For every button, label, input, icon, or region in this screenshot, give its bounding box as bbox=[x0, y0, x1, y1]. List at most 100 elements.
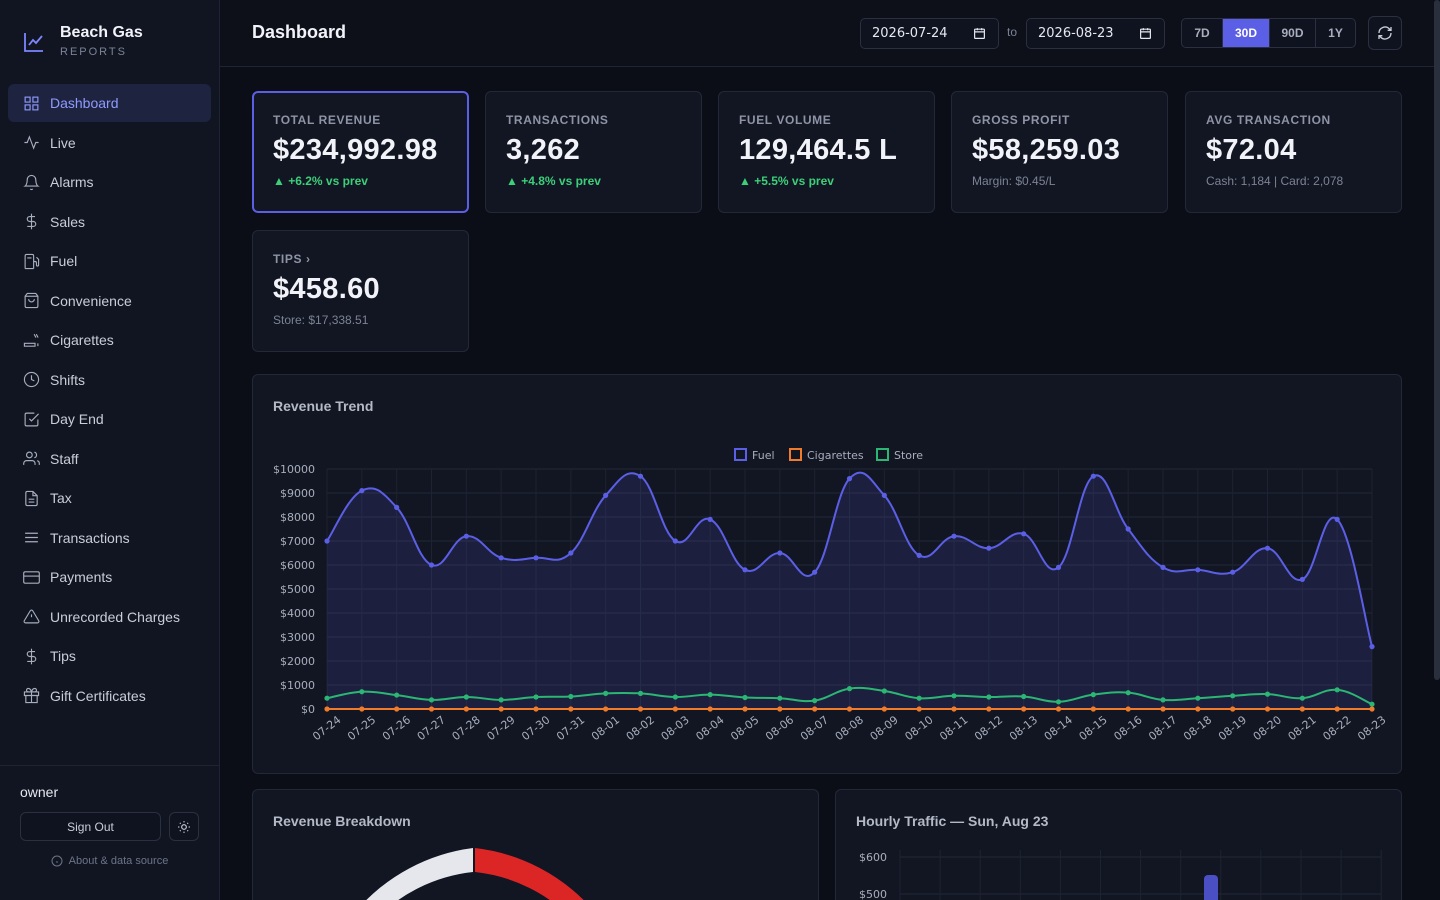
data-point-fuel[interactable] bbox=[568, 550, 574, 556]
data-point-fuel[interactable] bbox=[1264, 545, 1271, 551]
data-point-cigarettes[interactable] bbox=[1299, 706, 1305, 712]
data-point-cigarettes[interactable] bbox=[1195, 706, 1201, 712]
data-point-fuel[interactable] bbox=[1160, 564, 1166, 570]
kpi-card-avg-transaction[interactable]: AVG TRANSACTION $72.04 Cash: 1,184 | Card:… bbox=[1185, 91, 1402, 213]
range-button-7d[interactable]: 7D bbox=[1194, 26, 1210, 40]
data-point-store[interactable] bbox=[742, 694, 748, 701]
sidebar-item-day-end[interactable]: Day End bbox=[8, 400, 211, 438]
sidebar-item-fuel[interactable]: Fuel bbox=[8, 242, 211, 280]
sidebar-item-sales[interactable]: Sales bbox=[8, 203, 211, 241]
data-point-fuel[interactable] bbox=[986, 545, 992, 551]
data-point-cigarettes[interactable] bbox=[1055, 706, 1062, 712]
hourly-bar[interactable] bbox=[1204, 875, 1218, 900]
data-point-cigarettes[interactable] bbox=[1264, 706, 1271, 712]
data-point-fuel[interactable] bbox=[1369, 644, 1375, 650]
data-point-store[interactable] bbox=[1090, 692, 1096, 698]
sign-out-button[interactable]: Sign Out bbox=[20, 812, 161, 841]
data-point-store[interactable] bbox=[672, 694, 678, 700]
data-point-cigarettes[interactable] bbox=[463, 706, 469, 712]
about-link[interactable]: About & data source bbox=[20, 855, 199, 867]
sidebar-item-live[interactable]: Live bbox=[8, 124, 211, 162]
data-point-store[interactable] bbox=[986, 694, 992, 700]
data-point-fuel[interactable] bbox=[742, 567, 748, 573]
sidebar-item-unrecorded-charges[interactable]: Unrecorded Charges bbox=[8, 598, 211, 636]
data-point-fuel[interactable] bbox=[916, 552, 922, 558]
data-point-cigarettes[interactable] bbox=[498, 706, 504, 712]
data-point-store[interactable] bbox=[1055, 699, 1062, 705]
sidebar-item-gift-certificates[interactable]: Gift Certificates bbox=[8, 677, 211, 715]
sidebar-item-transactions[interactable]: Transactions bbox=[8, 519, 211, 557]
date-from-input[interactable]: 2026-07-24 bbox=[860, 18, 999, 49]
kpi-card-transactions[interactable]: TRANSACTIONS 3,262 ▲ +4.8% vs prev bbox=[485, 91, 702, 213]
data-point-store[interactable] bbox=[359, 689, 365, 695]
data-point-store[interactable] bbox=[1299, 695, 1305, 701]
data-point-store[interactable] bbox=[533, 694, 539, 700]
sidebar-item-dashboard[interactable]: Dashboard bbox=[8, 84, 211, 122]
theme-toggle-button[interactable] bbox=[169, 812, 199, 841]
data-point-cigarettes[interactable] bbox=[812, 706, 818, 712]
data-point-cigarettes[interactable] bbox=[603, 706, 609, 712]
data-point-cigarettes[interactable] bbox=[881, 706, 887, 712]
data-point-fuel[interactable] bbox=[1230, 569, 1236, 575]
sidebar-item-alarms[interactable]: Alarms bbox=[8, 163, 211, 201]
data-point-fuel[interactable] bbox=[1055, 564, 1062, 570]
data-point-fuel[interactable] bbox=[812, 569, 818, 575]
legend-swatch-store[interactable] bbox=[876, 448, 889, 461]
data-point-cigarettes[interactable] bbox=[428, 706, 435, 712]
data-point-cigarettes[interactable] bbox=[1160, 706, 1166, 712]
data-point-cigarettes[interactable] bbox=[986, 706, 992, 712]
data-point-cigarettes[interactable] bbox=[1090, 706, 1096, 712]
data-point-store[interactable] bbox=[846, 686, 853, 692]
data-point-store[interactable] bbox=[916, 695, 922, 701]
data-point-store[interactable] bbox=[568, 693, 574, 700]
kpi-card-fuel-volume[interactable]: FUEL VOLUME 129,464.5 L ▲ +5.5% vs prev bbox=[718, 91, 935, 213]
data-point-store[interactable] bbox=[1160, 697, 1166, 703]
data-point-cigarettes[interactable] bbox=[533, 706, 539, 712]
data-point-fuel[interactable] bbox=[463, 533, 469, 539]
data-point-cigarettes[interactable] bbox=[394, 706, 400, 712]
data-point-store[interactable] bbox=[498, 697, 504, 703]
page-scrollbar[interactable] bbox=[1434, 0, 1440, 680]
legend-label-cigarettes[interactable]: Cigarettes bbox=[807, 449, 864, 462]
data-point-store[interactable] bbox=[707, 692, 713, 698]
data-point-cigarettes[interactable] bbox=[846, 706, 853, 712]
kpi-card-total-revenue[interactable]: TOTAL REVENUE $234,992.98 ▲ +6.2% vs prev bbox=[252, 91, 469, 213]
data-point-fuel[interactable] bbox=[359, 488, 365, 494]
data-point-store[interactable] bbox=[951, 693, 957, 699]
data-point-fuel[interactable] bbox=[1125, 526, 1131, 532]
data-point-store[interactable] bbox=[1334, 687, 1340, 693]
data-point-store[interactable] bbox=[1230, 693, 1236, 699]
data-point-store[interactable] bbox=[428, 697, 435, 703]
sidebar-item-convenience[interactable]: Convenience bbox=[8, 282, 211, 320]
data-point-fuel[interactable] bbox=[846, 476, 853, 482]
data-point-fuel[interactable] bbox=[1090, 473, 1096, 479]
sidebar-item-tax[interactable]: Tax bbox=[8, 479, 211, 517]
data-point-store[interactable] bbox=[1369, 701, 1375, 707]
data-point-cigarettes[interactable] bbox=[359, 706, 365, 712]
data-point-cigarettes[interactable] bbox=[742, 706, 748, 712]
data-point-store[interactable] bbox=[463, 694, 469, 700]
legend-label-store[interactable]: Store bbox=[894, 449, 923, 462]
data-point-fuel[interactable] bbox=[394, 504, 400, 510]
data-point-cigarettes[interactable] bbox=[1125, 706, 1131, 712]
data-point-cigarettes[interactable] bbox=[777, 706, 783, 712]
doughnut-slice-cigarettes[interactable] bbox=[475, 848, 593, 900]
data-point-fuel[interactable] bbox=[881, 492, 887, 498]
data-point-store[interactable] bbox=[1021, 693, 1027, 700]
data-point-store[interactable] bbox=[777, 695, 783, 701]
data-point-fuel[interactable] bbox=[951, 533, 957, 539]
data-point-store[interactable] bbox=[394, 692, 400, 698]
data-point-fuel[interactable] bbox=[672, 538, 678, 544]
data-point-cigarettes[interactable] bbox=[1369, 706, 1375, 712]
doughnut-slice-store[interactable] bbox=[357, 848, 473, 900]
kpi-card-tips[interactable]: TIPS › $458.60 Store: $17,338.51 bbox=[252, 230, 469, 352]
data-point-cigarettes[interactable] bbox=[916, 706, 922, 712]
data-point-fuel[interactable] bbox=[777, 550, 783, 556]
data-point-cigarettes[interactable] bbox=[707, 706, 713, 712]
sidebar-item-shifts[interactable]: Shifts bbox=[8, 361, 211, 399]
brand[interactable]: Beach Gas REPORTS bbox=[0, 0, 219, 84]
data-point-cigarettes[interactable] bbox=[324, 706, 330, 712]
data-point-store[interactable] bbox=[1195, 695, 1201, 701]
data-point-fuel[interactable] bbox=[428, 562, 435, 568]
data-point-cigarettes[interactable] bbox=[672, 706, 678, 712]
